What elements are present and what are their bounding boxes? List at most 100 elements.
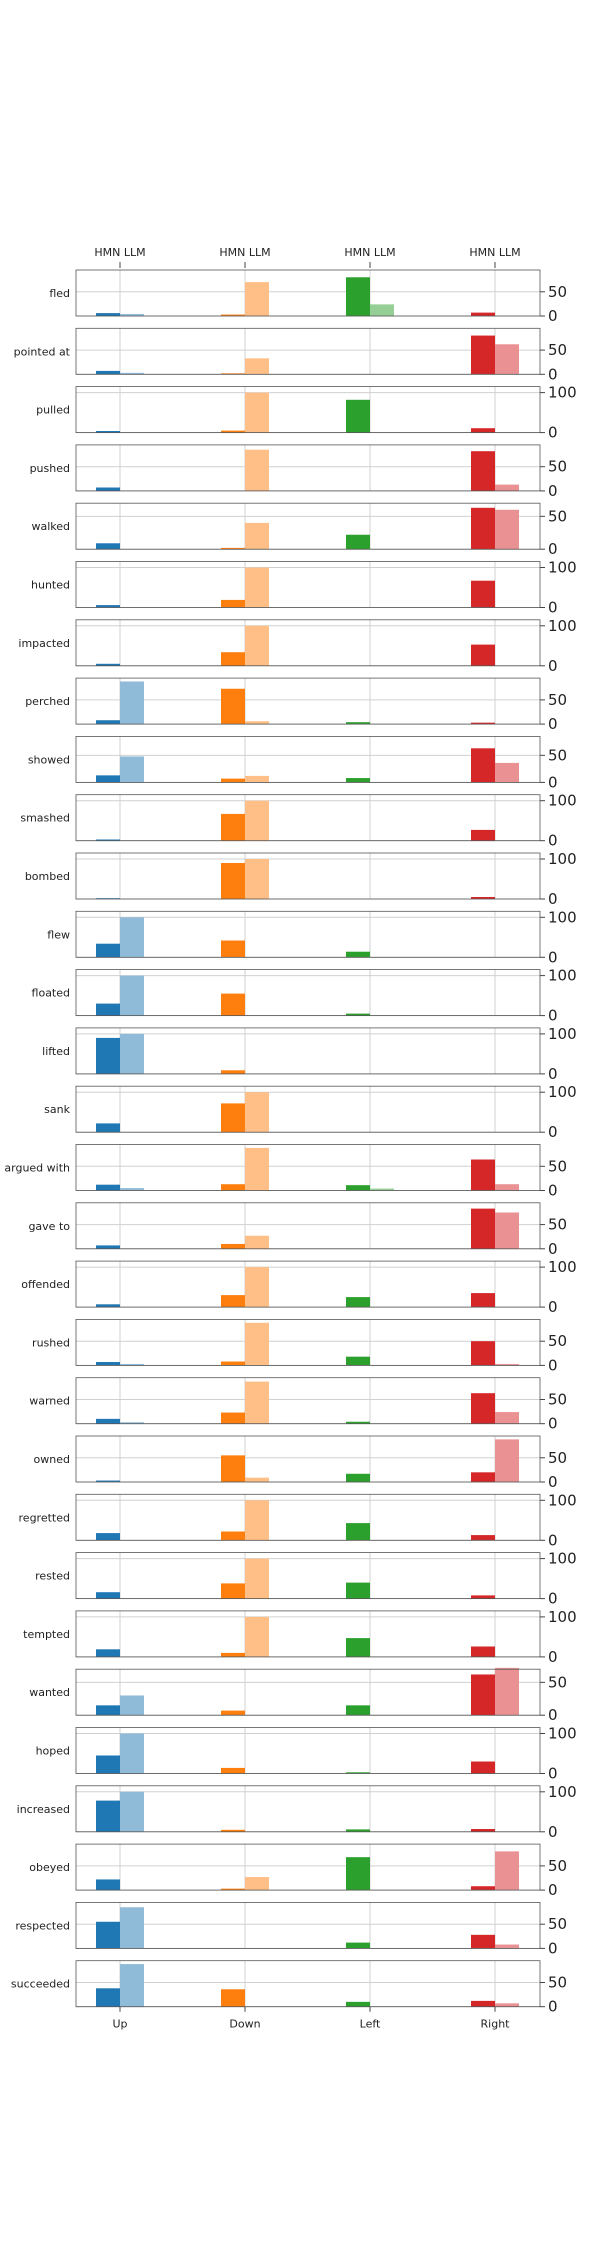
panel-rested: 0 100 rested: [35, 1550, 576, 1608]
bar-left-llm: [370, 1188, 394, 1191]
verb-label: walked: [31, 520, 70, 533]
y-tick-label: 100: [548, 1608, 577, 1626]
y-tick-label: 0: [548, 657, 558, 675]
panel-argued-with: 0 50 argued with: [4, 1144, 567, 1200]
top-tick-label: HMN LLM: [469, 246, 520, 259]
verb-label: rushed: [32, 1336, 70, 1349]
bar-right-hmn: [471, 1159, 495, 1191]
bar-down-hmn: [221, 314, 245, 316]
bar-up-hmn: [96, 1800, 120, 1832]
bar-right-llm: [495, 1851, 519, 1891]
y-tick-label: 0: [548, 948, 558, 966]
y-tick-label: 0: [548, 890, 558, 908]
panel-frame: [75, 327, 541, 375]
verb-label: perched: [25, 695, 70, 708]
top-tick-label: HMN LLM: [344, 246, 395, 259]
bar-right-llm: [495, 1212, 519, 1249]
panel-frame: [75, 910, 541, 958]
bar-right-llm: [495, 1363, 519, 1366]
panel-frame: [75, 1960, 541, 2008]
x-category-label: Up: [112, 2018, 127, 2031]
y-tick-label: 0: [548, 1648, 558, 1666]
y-tick-label: 0: [548, 1473, 558, 1491]
bar-up-hmn: [96, 1649, 120, 1657]
panel-pointed-at: 0 50 pointed at: [14, 327, 567, 383]
bar-right-llm: [495, 1184, 519, 1191]
verb-label: rested: [35, 1570, 70, 1583]
y-tick-label: 50: [548, 1216, 567, 1234]
verb-label: succeeded: [11, 1978, 70, 1991]
panel-hunted: 0 100 hunted: [31, 559, 577, 617]
bar-down-hmn: [221, 1888, 245, 1891]
panel-frame: [75, 969, 541, 1016]
bar-down-hmn: [221, 1829, 245, 1832]
bar-left-hmn: [346, 1297, 370, 1308]
verb-label: flew: [47, 928, 70, 941]
bar-right-hmn: [471, 1535, 495, 1541]
bar-down-llm: [245, 567, 269, 608]
bar-left-hmn: [346, 1582, 370, 1599]
y-tick-label: 0: [548, 1706, 558, 1724]
bar-down-hmn: [221, 1455, 245, 1482]
panel-increased: 0 100 increased: [17, 1783, 577, 1841]
bar-up-hmn: [96, 1184, 120, 1191]
panel-obeyed: 0 50 obeyed: [29, 1843, 567, 1899]
panel-perched: 0 50 perched: [25, 677, 567, 733]
y-tick-label: 0: [548, 1823, 558, 1841]
y-tick-label: 100: [548, 559, 577, 577]
bar-down-llm: [245, 1558, 269, 1599]
bar-up-llm: [120, 1422, 144, 1424]
y-tick-label: 50: [548, 1973, 567, 1991]
bar-down-llm: [245, 775, 269, 783]
bar-down-hmn: [221, 1184, 245, 1191]
bar-down-hmn: [221, 1295, 245, 1308]
bar-up-llm: [120, 1188, 144, 1191]
bar-right-hmn: [471, 335, 495, 375]
bar-right-llm: [495, 1439, 519, 1482]
y-tick-label: 0: [548, 1998, 558, 2016]
bar-right-hmn: [471, 451, 495, 491]
bar-down-hmn: [221, 993, 245, 1016]
verb-label: gave to: [28, 1220, 70, 1233]
bar-up-hmn: [96, 775, 120, 783]
panel-smashed: 0 100 smashed: [20, 792, 576, 850]
y-tick-label: 0: [548, 832, 558, 850]
bar-down-llm: [245, 1500, 269, 1541]
bar-right-llm: [495, 1412, 519, 1424]
bar-up-llm: [120, 1695, 144, 1716]
bar-down-llm: [245, 1092, 269, 1133]
y-tick-label: 100: [548, 1783, 577, 1801]
bar-up-llm: [120, 1363, 144, 1366]
bar-up-llm: [120, 917, 144, 958]
bar-up-hmn: [96, 605, 120, 608]
panel-offended: 0 100 offended: [21, 1258, 576, 1316]
y-tick-label: 100: [548, 617, 577, 635]
y-tick-label: 100: [548, 1258, 577, 1276]
bar-right-hmn: [471, 897, 495, 899]
bar-down-hmn: [221, 1989, 245, 2007]
bar-up-hmn: [96, 431, 120, 433]
verb-label: owned: [34, 1453, 70, 1466]
bar-left-hmn: [346, 534, 370, 550]
panel-warned: 0 50 warned: [29, 1377, 567, 1433]
bar-right-hmn: [471, 748, 495, 783]
bar-left-hmn: [346, 778, 370, 783]
bar-up-hmn: [96, 1533, 120, 1541]
panel-impacted: 0 100 impacted: [18, 617, 576, 675]
bar-down-hmn: [221, 1070, 245, 1074]
bar-down-llm: [245, 1477, 269, 1482]
bar-left-hmn: [346, 1638, 370, 1657]
bar-right-llm: [495, 1944, 519, 1949]
panel-frame: [75, 1435, 541, 1483]
panel-walked: 0 50 walked: [31, 502, 567, 558]
bar-left-hmn: [346, 1942, 370, 1949]
panel-sank: 0 100 sank: [44, 1083, 576, 1141]
bar-down-hmn: [221, 373, 245, 375]
panel-frame: [75, 1610, 541, 1658]
bar-up-hmn: [96, 898, 120, 899]
y-tick-label: 0: [548, 1765, 558, 1783]
panel-frame: [75, 736, 541, 783]
verb-label: bombed: [25, 870, 70, 883]
bar-up-hmn: [96, 1123, 120, 1133]
